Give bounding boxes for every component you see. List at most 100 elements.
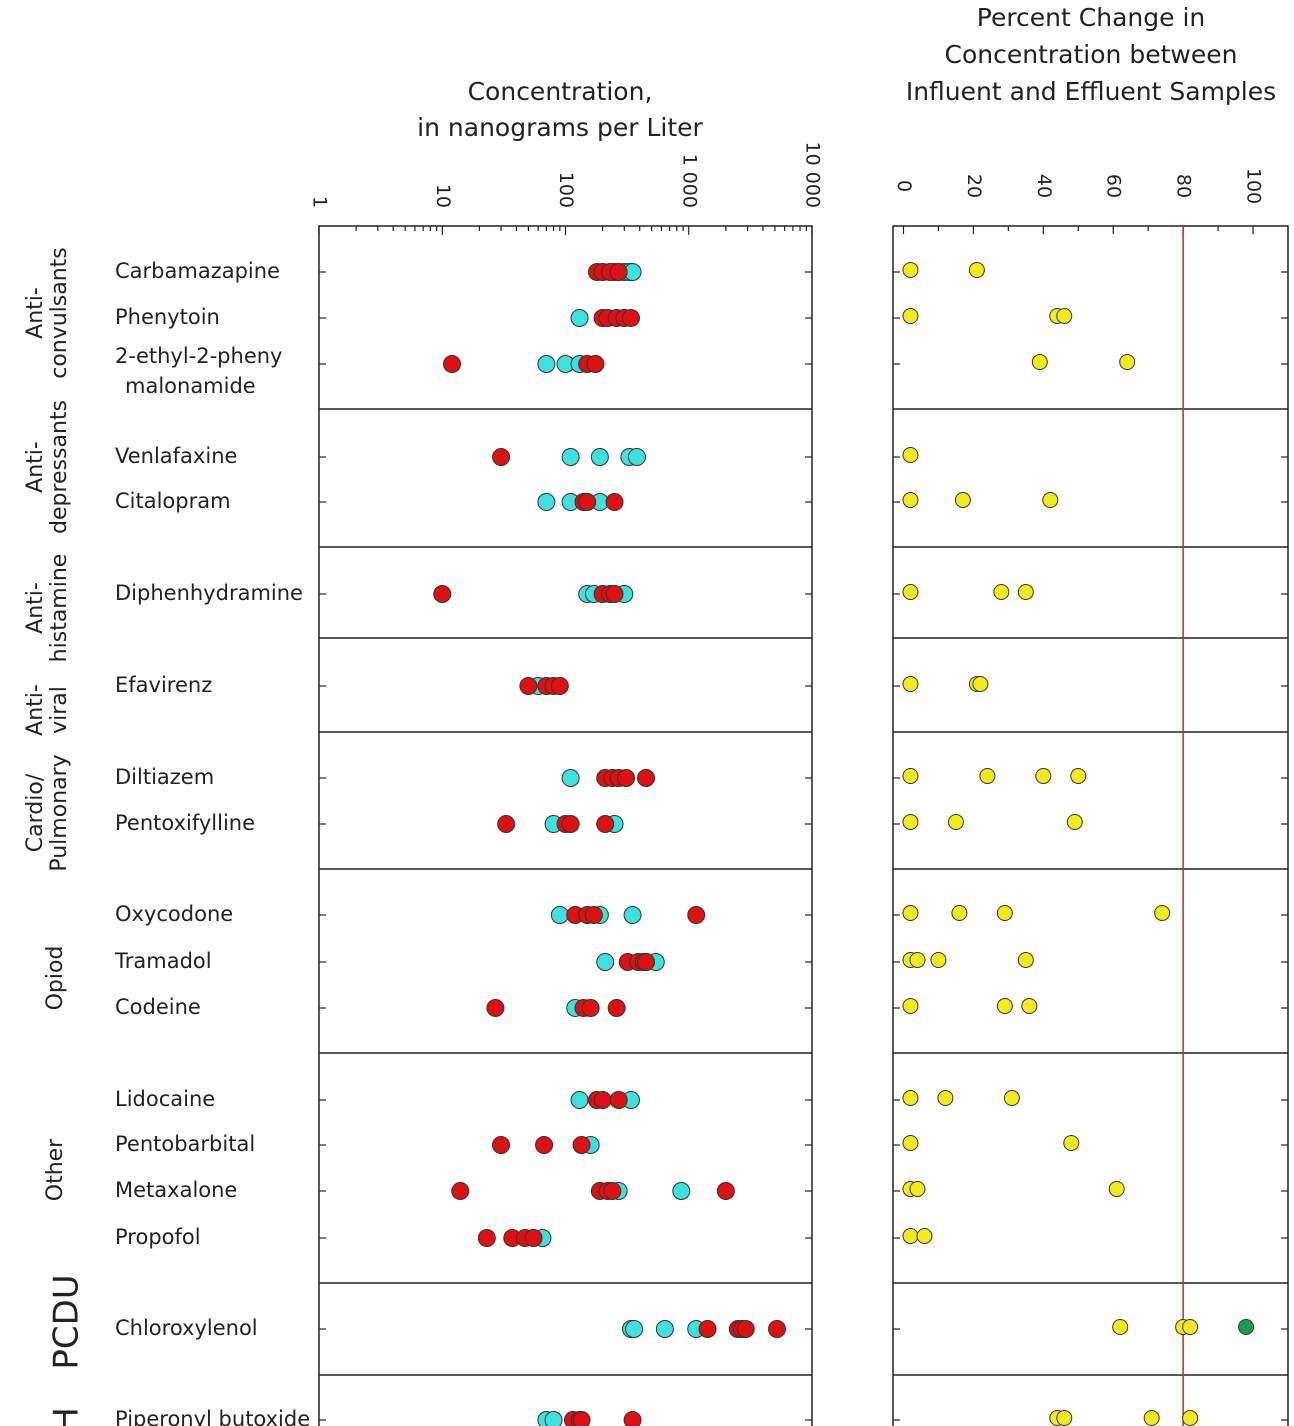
yellow-point (996, 998, 1013, 1014)
row-label: Carbamazapine (115, 259, 280, 283)
yellow-point (1063, 1135, 1080, 1151)
yellow-point (968, 262, 985, 278)
cyan-point (570, 1091, 589, 1109)
concentration-row-markers (451, 1182, 735, 1200)
row-label: Pentoxifylline (115, 811, 255, 835)
yellow-point (902, 768, 919, 784)
row-label: Oxycodone (115, 902, 233, 926)
yellow-point (972, 676, 989, 692)
yellow-point (1182, 1319, 1199, 1335)
percent-row-markers (902, 952, 1034, 968)
yellow-point (902, 584, 919, 600)
percent-row-markers (902, 262, 985, 278)
group-label: viral (47, 686, 72, 734)
yellow-point (902, 492, 919, 508)
yellow-point (909, 1181, 926, 1197)
red-point (716, 1182, 735, 1200)
row-label: Metaxalone (115, 1178, 237, 1202)
red-point (572, 1411, 591, 1426)
red-point (609, 1091, 628, 1109)
row-label: Piperonyl butoxide (115, 1407, 310, 1426)
row-label: Propofol (115, 1225, 201, 1249)
red-point (603, 1182, 622, 1200)
percent-row-markers (902, 814, 1083, 830)
group-label: Pulmonary (47, 754, 72, 871)
yellow-point (1021, 998, 1038, 1014)
concentration-row-markers (433, 585, 634, 603)
yellow-point (1017, 584, 1034, 600)
concentration-row-markers (492, 1136, 600, 1154)
yellow-point (954, 492, 971, 508)
percent-tick-label: 20 (963, 174, 985, 198)
yellow-point (902, 905, 919, 921)
cyan-point (625, 1320, 644, 1338)
cyan-point (550, 906, 569, 924)
red-point (486, 999, 505, 1017)
percent-row-markers (902, 998, 1038, 1014)
percent-row-markers (902, 492, 1059, 508)
percent-row-markers (902, 1228, 933, 1244)
yellow-point (937, 1090, 954, 1106)
concentration-tick-label: 10 000 (802, 142, 824, 208)
group-label: convulsants (47, 247, 72, 379)
concentration-row-markers (596, 953, 665, 971)
group-label: Anti- (23, 287, 48, 339)
red-point (622, 309, 641, 327)
percent-row-markers (902, 768, 1087, 784)
group-label: PCDU (47, 1274, 87, 1369)
red-point (443, 355, 462, 373)
yellow-point (979, 768, 996, 784)
red-point (617, 769, 636, 787)
group-label: Anti- (23, 441, 48, 493)
red-point (767, 1320, 786, 1338)
cyan-point (561, 769, 580, 787)
yellow-point (1003, 1090, 1020, 1106)
concentration-tick-label: 1 (309, 196, 331, 208)
yellow-point (902, 308, 919, 324)
cyan-point (570, 309, 589, 327)
percent-tick-label: 100 (1243, 168, 1265, 204)
concentration-row-markers (477, 1229, 552, 1247)
cyan-point (537, 355, 556, 373)
red-point (605, 493, 624, 511)
concentration-axis-ticks: 1 10 100 1 000 10 000 (309, 142, 824, 235)
yellow-point (909, 952, 926, 968)
red-point (581, 999, 600, 1017)
yellow-point (1056, 1410, 1073, 1426)
yellow-point (1017, 952, 1034, 968)
group-label: H (47, 1407, 87, 1426)
percent-axis-ticks: 0 20 40 60 80 100 (893, 168, 1265, 234)
red-point (433, 585, 452, 603)
red-point (637, 953, 656, 971)
concentration-title-line: in nanograms per Liter (417, 113, 703, 142)
row-label: Diphenhydramine (115, 581, 303, 605)
row-label: Diltiazem (115, 765, 214, 789)
red-point (586, 355, 605, 373)
yellow-point (1143, 1410, 1160, 1426)
concentration-row-markers (561, 769, 656, 787)
group-label: histamine (47, 554, 72, 663)
yellow-point (1070, 768, 1087, 784)
concentration-row-markers (497, 815, 624, 833)
yellow-point (902, 447, 919, 463)
group-label: Opiod (43, 946, 68, 1011)
red-point (477, 1229, 496, 1247)
yellow-point (1035, 768, 1052, 784)
row-label: Lidocaine (115, 1087, 215, 1111)
red-point (736, 1320, 755, 1338)
yellow-point (902, 998, 919, 1014)
red-point (605, 585, 624, 603)
yellow-point (1112, 1319, 1129, 1335)
red-point (572, 1136, 591, 1154)
green-point (1238, 1319, 1255, 1335)
percent-change-title-line: Percent Change in (977, 3, 1205, 32)
yellow-point (993, 584, 1010, 600)
cyan-point (627, 448, 646, 466)
group-label: depressants (47, 400, 72, 534)
yellow-point (1031, 354, 1048, 370)
yellow-point (916, 1228, 933, 1244)
red-point (687, 906, 706, 924)
yellow-point (951, 905, 968, 921)
red-point (596, 815, 615, 833)
